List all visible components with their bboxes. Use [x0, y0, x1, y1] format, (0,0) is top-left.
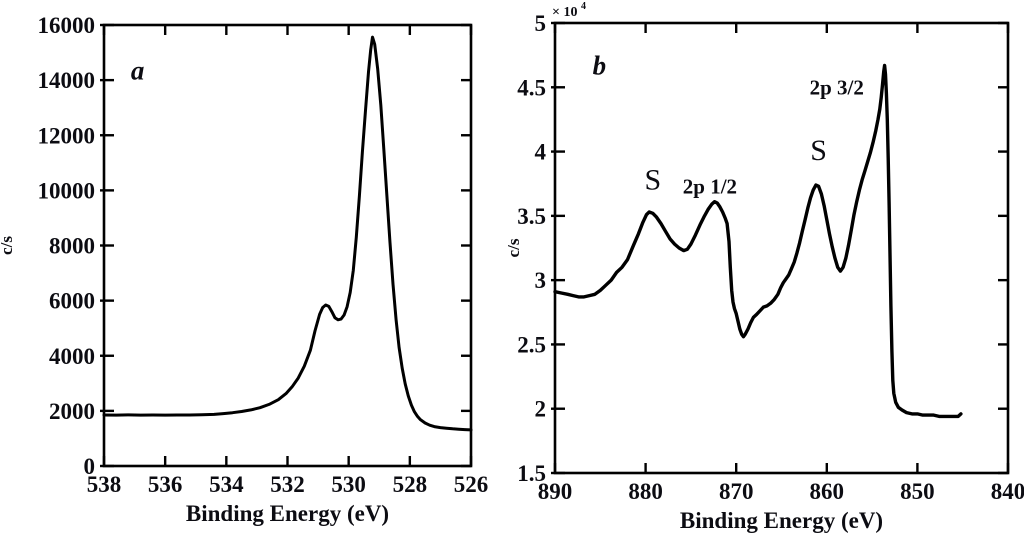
panel-a-x-tick-label: 536 — [148, 472, 183, 497]
panel-b-annotation-4: 2p 3/2 — [810, 75, 864, 99]
panel-b-axis-box — [553, 21, 1010, 475]
panel-b-x-tick-label: 860 — [810, 479, 845, 504]
panel-b-x-tick-label: 890 — [538, 479, 573, 504]
panel-b-spectrum-curve — [553, 63, 963, 419]
panel-b-annotation-0: b — [593, 50, 607, 80]
panel-a-y-tick-label: 6000 — [49, 289, 95, 314]
panel-a-y-tick-label: 10000 — [38, 178, 96, 203]
panel-b-y-tick-label: 2 — [535, 397, 547, 422]
panel-b-x-axis-title: Binding Energy (eV) — [680, 508, 883, 533]
panel-a-x-tick-label: 528 — [393, 472, 428, 497]
panel-b-y-exponent-label: × 10 4 — [552, 1, 586, 20]
panel-a-x-tick-label: 534 — [209, 472, 244, 497]
panel-b-x-tick-label: 880 — [628, 479, 663, 504]
panel-b-y-tick-label: 4.5 — [517, 75, 546, 100]
panel-a-x-axis-title: Binding Energy (eV) — [186, 501, 389, 526]
panel-b-x-tick-label: 850 — [900, 479, 935, 504]
panel-b-y-tick-label: 4 — [535, 140, 547, 165]
panel-a-x-tick-label: 538 — [87, 472, 122, 497]
panel-b-y-tick-label: 3.5 — [517, 204, 546, 229]
panel-b-annotation-2: 2p 1/2 — [683, 174, 737, 198]
panel-b-y-axis-title: c/s — [504, 238, 523, 257]
panel-b-x-tick-label: 840 — [991, 479, 1024, 504]
panel-a-annotation-0: a — [131, 55, 145, 85]
panel-b-annotation-3: S — [810, 134, 827, 167]
panel-a-x-tick-label: 530 — [331, 472, 366, 497]
panel-a-y-tick-label: 4000 — [49, 344, 95, 369]
panel-b-y-tick-label: 5 — [535, 11, 547, 36]
panel-a-x-tick-label: 532 — [270, 472, 305, 497]
panel-a-y-axis-title: c/s — [0, 236, 16, 255]
panel-a-axis-box — [102, 23, 473, 468]
panel-b-y-tick-label: 2.5 — [517, 332, 546, 357]
panel-b-y-tick-label: 1.5 — [517, 461, 546, 486]
panel-a-y-tick-label: 12000 — [38, 123, 96, 148]
panel-a-y-tick-label: 0 — [84, 454, 96, 479]
panel-a-spectrum-curve — [102, 35, 473, 432]
panel-a: 538 536 534 532 530 528 526 0 2000 4000 6000 8000 10… — [0, 13, 488, 526]
panel-b: 890 880 870 860 850 840 1.5 2 2.5 3 3.5 4 4.5 5 b S 2p 1… — [504, 1, 1024, 533]
panel-b-annotation-1: S — [645, 163, 662, 196]
panel-a-y-tick-label: 16000 — [38, 13, 96, 38]
panel-b-y-tick-label: 3 — [535, 268, 547, 293]
panel-b-x-tick-label: 870 — [719, 479, 754, 504]
panel-a-y-tick-label: 8000 — [49, 234, 95, 259]
panel-a-x-tick-label: 526 — [454, 472, 489, 497]
panel-a-y-tick-label: 14000 — [38, 68, 96, 93]
panel-a-y-tick-label: 2000 — [49, 399, 95, 424]
